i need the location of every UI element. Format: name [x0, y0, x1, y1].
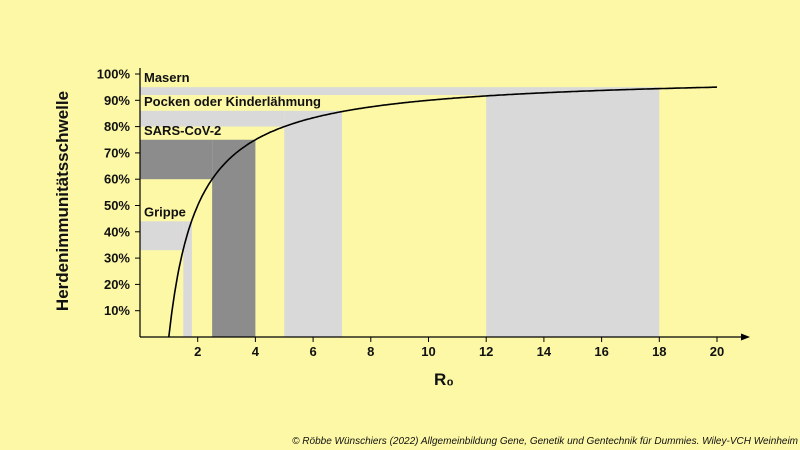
y-tick-label: 50% [104, 198, 130, 213]
band-grippe-r0 [183, 221, 192, 337]
x-axis-title: R₀ [434, 370, 454, 389]
y-tick-label: 20% [104, 277, 130, 292]
x-tick-label: 16 [594, 344, 608, 359]
x-tick-label: 18 [652, 344, 666, 359]
x-tick-label: 10 [421, 344, 435, 359]
copyright-credit: © Röbbe Wünschiers (2022) Allgemeinbildu… [292, 436, 798, 447]
label-sars-cov-2: SARS-CoV-2 [144, 123, 221, 138]
x-tick-label: 2 [194, 344, 201, 359]
x-tick-label: 4 [252, 344, 260, 359]
y-axis-title: Herdenimmunitätsschwelle [53, 91, 72, 311]
axes: 2 4 6 8 10 12 14 16 18 20 10% 20% 30% 40% 50% 60% 70% 80%… [97, 67, 750, 359]
y-tick-label: 90% [104, 93, 130, 108]
x-tick-label: 6 [309, 344, 316, 359]
threshold-curve [168, 86, 718, 338]
y-tick-label: 60% [104, 172, 130, 187]
disease-bands [140, 87, 660, 338]
label-masern: Masern [144, 70, 190, 85]
label-grippe: Grippe [144, 204, 186, 219]
band-pocken-oder-kinderl-hmung-r0 [284, 110, 342, 337]
x-tick-label: 8 [367, 344, 374, 359]
band-grippe-threshold [140, 221, 184, 251]
y-tick-label: 10% [104, 303, 130, 318]
x-tick-label: 14 [537, 344, 552, 359]
y-tick-label: 30% [104, 251, 130, 266]
band-pocken-oder-kinderl-hmung-threshold [140, 110, 285, 127]
y-tick-label: 70% [104, 145, 130, 160]
x-tick-label: 12 [479, 344, 493, 359]
x-tick-label: 20 [710, 344, 724, 359]
disease-labels: Masern Pocken oder Kinderlähmung SARS-CoV-… [144, 70, 321, 219]
threshold-curve-layer [168, 86, 718, 338]
y-tick-label: 100% [97, 67, 131, 82]
label-pocken-oder-kinderl-hmung: Pocken oder Kinderlähmung [144, 94, 321, 109]
band-sars-cov-2-r0 [212, 139, 256, 337]
y-tick-label: 80% [104, 119, 130, 134]
x-axis-arrow [741, 333, 750, 341]
band-masern-threshold [140, 87, 487, 96]
band-masern-r0 [486, 87, 660, 338]
band-sars-cov-2-threshold [140, 139, 213, 180]
y-tick-label: 40% [104, 224, 130, 239]
